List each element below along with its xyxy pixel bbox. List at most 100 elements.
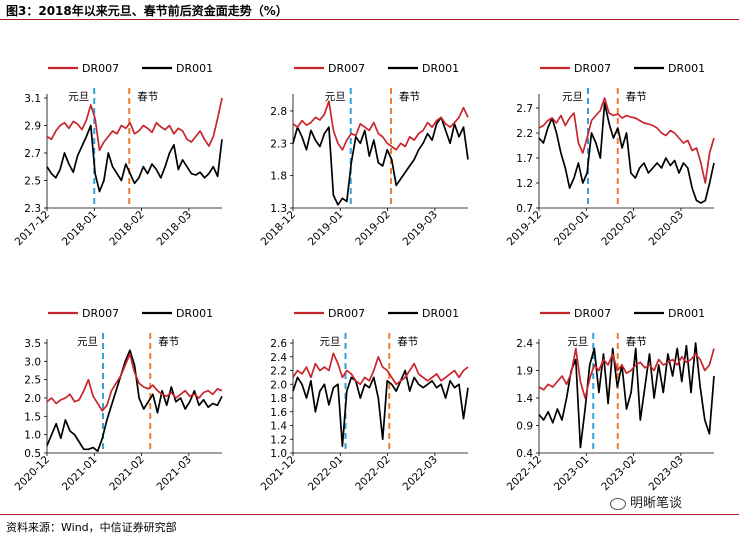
y-tick-label: 2.0 bbox=[270, 379, 287, 391]
series-line-dr007 bbox=[538, 347, 715, 399]
y-tick-label: 2.9 bbox=[24, 121, 41, 133]
x-tick-label: 2022-03 bbox=[401, 454, 441, 494]
y-tick-label: 2.3 bbox=[270, 138, 287, 150]
watermark: 明晰笔谈 bbox=[610, 492, 682, 511]
series-line-dr007 bbox=[46, 97, 223, 152]
yuandan-label: 元旦 bbox=[320, 336, 341, 348]
x-tick-label: 2018-01 bbox=[60, 209, 100, 249]
chunjie-label: 春节 bbox=[137, 91, 158, 103]
y-tick-label: 2.0 bbox=[24, 393, 41, 405]
series-line-dr001 bbox=[292, 116, 469, 206]
x-tick-label: 2018-03 bbox=[155, 209, 195, 249]
y-tick-label: 0.9 bbox=[516, 421, 533, 433]
legend-label-dr001: DR001 bbox=[422, 307, 459, 320]
x-tick-label: 2023-01 bbox=[552, 454, 592, 494]
chunjie-label: 春节 bbox=[626, 336, 647, 348]
y-tick-label: 1.5 bbox=[24, 411, 41, 423]
y-tick-label: 3.5 bbox=[24, 338, 41, 350]
yuandan-label: 元旦 bbox=[77, 336, 98, 348]
series-line-dr007 bbox=[292, 352, 469, 386]
title-rule bbox=[0, 19, 739, 20]
x-tick-label: 2022-01 bbox=[306, 454, 346, 494]
x-tick-label: 2022-02 bbox=[353, 454, 393, 494]
y-tick-label: 3.1 bbox=[24, 93, 41, 105]
y-tick-label: 1.4 bbox=[516, 393, 533, 405]
series-line-dr001 bbox=[538, 342, 715, 449]
y-tick-label: 1.6 bbox=[270, 407, 287, 419]
x-tick-label: 2021-03 bbox=[155, 454, 195, 494]
y-tick-label: 1.7 bbox=[516, 153, 533, 165]
y-tick-label: 2.4 bbox=[516, 338, 533, 350]
x-tick-label: 2020-01 bbox=[552, 209, 592, 249]
legend-label-dr007: DR007 bbox=[82, 62, 119, 75]
y-tick-label: 0.7 bbox=[516, 203, 533, 215]
y-tick-label: 2.7 bbox=[24, 148, 41, 160]
x-tick-label: 2023-03 bbox=[647, 454, 687, 494]
y-tick-label: 2.6 bbox=[270, 338, 287, 350]
legend-label-dr007: DR007 bbox=[574, 307, 611, 320]
y-tick-label: 2.7 bbox=[516, 103, 533, 115]
y-tick-label: 0.4 bbox=[516, 448, 533, 460]
legend-label-dr001: DR001 bbox=[422, 62, 459, 75]
yuandan-label: 元旦 bbox=[567, 336, 588, 348]
y-tick-label: 3.0 bbox=[24, 356, 41, 368]
y-tick-label: 2.3 bbox=[24, 203, 41, 215]
x-tick-label: 2019-02 bbox=[353, 209, 393, 249]
y-tick-label: 1.8 bbox=[270, 393, 287, 405]
chart-5: DR007 DR001 2.6 2.4 2.22.0 1.8 1.6 1.41.2 1.0 202… bbox=[259, 307, 469, 494]
series-line-dr007 bbox=[46, 353, 223, 412]
watermark-text: 明晰笔谈 bbox=[630, 496, 683, 511]
legend-label-dr007: DR007 bbox=[328, 307, 365, 320]
source-note: 资料来源：Wind，中信证券研究部 bbox=[6, 521, 177, 534]
y-tick-label: 2.4 bbox=[270, 352, 287, 364]
y-tick-label: 1.8 bbox=[270, 171, 287, 183]
y-tick-label: 1.3 bbox=[270, 203, 287, 215]
x-tick-label: 2019-03 bbox=[401, 209, 441, 249]
x-tick-label: 2018-02 bbox=[107, 209, 147, 249]
legend-label-dr007: DR007 bbox=[82, 307, 119, 320]
legend-label-dr001: DR001 bbox=[176, 307, 213, 320]
x-tick-label: 2023-02 bbox=[599, 454, 639, 494]
yuandan-label: 元旦 bbox=[325, 91, 346, 103]
legend-label-dr001: DR001 bbox=[668, 307, 705, 320]
bottom-rule bbox=[0, 514, 739, 515]
series-line-dr007 bbox=[538, 97, 715, 184]
y-tick-label: 1.2 bbox=[516, 178, 533, 190]
y-tick-label: 2.2 bbox=[270, 366, 287, 378]
x-tick-label: 2020-02 bbox=[599, 209, 639, 249]
chunjie-label: 春节 bbox=[397, 336, 418, 348]
x-tick-label: 2019-01 bbox=[306, 209, 346, 249]
y-tick-label: 1.9 bbox=[516, 366, 533, 378]
x-tick-label: 2021-01 bbox=[60, 454, 100, 494]
legend-label-dr001: DR001 bbox=[176, 62, 213, 75]
series-line-dr001 bbox=[538, 102, 715, 204]
series-line-dr001 bbox=[46, 124, 223, 193]
chunjie-label: 春节 bbox=[626, 91, 647, 103]
wechat-icon bbox=[610, 497, 626, 510]
x-tick-label: 2020-03 bbox=[647, 209, 687, 249]
y-tick-label: 1.4 bbox=[270, 421, 287, 433]
y-tick-label: 1.2 bbox=[270, 434, 287, 446]
y-tick-label: 0.5 bbox=[24, 448, 41, 460]
y-tick-label: 2.5 bbox=[24, 176, 41, 188]
yuandan-label: 元旦 bbox=[68, 91, 89, 103]
chunjie-label: 春节 bbox=[399, 91, 420, 103]
y-tick-label: 1.0 bbox=[270, 448, 287, 460]
legend-label-dr007: DR007 bbox=[574, 62, 611, 75]
series-line-dr007 bbox=[292, 100, 469, 151]
y-tick-label: 2.5 bbox=[24, 375, 41, 387]
chunjie-label: 春节 bbox=[158, 336, 179, 348]
y-tick-label: 2.8 bbox=[270, 106, 287, 118]
figure-title: 图3：2018年以来元旦、春节前后资金面走势（%） bbox=[6, 4, 288, 18]
x-tick-label: 2021-02 bbox=[107, 454, 147, 494]
yuandan-label: 元旦 bbox=[562, 91, 583, 103]
y-tick-label: 2.2 bbox=[516, 128, 533, 140]
legend-label-dr001: DR001 bbox=[668, 62, 705, 75]
legend-label-dr007: DR007 bbox=[328, 62, 365, 75]
